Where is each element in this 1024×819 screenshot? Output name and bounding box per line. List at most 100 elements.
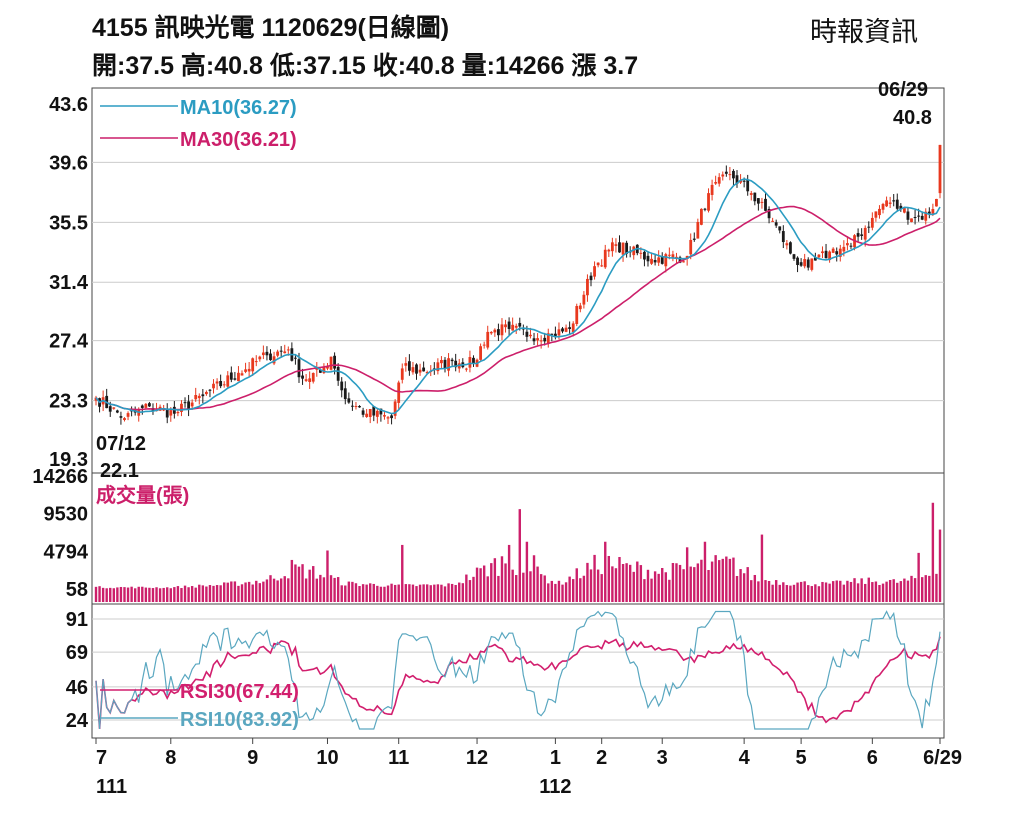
volume-bar	[522, 572, 525, 602]
volume-bar	[212, 585, 215, 602]
candle-body	[197, 395, 201, 399]
volume-bar	[881, 583, 885, 602]
volume-bar	[871, 582, 874, 602]
x-tick-label: 4	[739, 747, 751, 769]
candle-body	[532, 338, 536, 342]
volume-bar	[650, 578, 653, 602]
candle-body	[589, 275, 593, 281]
volume-bar	[276, 580, 279, 602]
candle-body	[340, 381, 344, 391]
candle-body	[646, 255, 650, 262]
volume-bar	[714, 555, 717, 602]
candle-body	[935, 198, 938, 207]
volume-bar	[383, 586, 386, 602]
volume-bar	[215, 585, 219, 602]
volume-bar-series	[94, 502, 942, 602]
candle-body	[500, 324, 504, 336]
candle-body	[621, 242, 625, 255]
candle-body	[813, 257, 817, 261]
candle-body	[756, 198, 760, 204]
candle-body	[318, 370, 322, 373]
volume-bar	[418, 584, 422, 602]
chart-title: 4155 訊映光電 1120629(日線圖)	[92, 14, 450, 42]
candle-body	[187, 401, 190, 410]
volume-bar	[294, 564, 297, 602]
candle-body	[657, 257, 661, 263]
candle-body	[888, 202, 892, 204]
volume-bar	[664, 572, 667, 602]
candle-body	[407, 361, 411, 371]
candle-body	[169, 410, 173, 416]
candle-body	[415, 364, 418, 374]
candle-body	[215, 381, 219, 384]
candle-body	[885, 200, 888, 207]
candle-body	[397, 382, 401, 403]
volume-bar	[205, 586, 208, 602]
candle-body	[927, 211, 931, 214]
volume-bar	[333, 577, 336, 602]
volume-bar	[589, 569, 593, 602]
volume-bar	[828, 583, 831, 602]
volume-bar	[443, 586, 447, 602]
price-tick-label: 43.6	[49, 94, 88, 116]
candle-body	[582, 294, 586, 305]
volume-bar	[190, 586, 194, 602]
volume-bar	[326, 550, 329, 602]
volume-bar	[824, 582, 828, 602]
volume-bar	[771, 584, 774, 602]
candle-body	[333, 355, 336, 369]
candle-body	[874, 211, 878, 218]
candle-body	[521, 328, 525, 330]
price-tick-label: 19.3	[49, 449, 88, 471]
candle-body	[824, 250, 828, 259]
data-source-label: 時報資訊	[810, 17, 918, 47]
candle-body	[785, 243, 789, 246]
candle-body	[322, 367, 326, 374]
volume-bar	[707, 570, 710, 602]
candle-body	[917, 215, 921, 217]
volume-bar	[536, 566, 539, 602]
volume-bar	[917, 552, 920, 602]
gridlines	[92, 161, 944, 721]
volume-bar	[625, 563, 628, 602]
candle-body	[817, 254, 821, 258]
candle-body	[728, 174, 732, 176]
rsi30-legend: RSI30(67.44)	[180, 681, 299, 703]
volume-bar	[408, 584, 411, 602]
candle-body	[546, 333, 550, 344]
volume-bar	[571, 579, 575, 602]
candle-body	[468, 357, 472, 368]
volume-bar	[486, 576, 489, 602]
candle-body	[529, 334, 532, 337]
volume-bar	[297, 566, 301, 602]
volume-bar	[767, 581, 771, 602]
volume-bar	[596, 569, 600, 602]
x-tick-label: 2	[596, 747, 607, 769]
candle-body	[774, 222, 778, 226]
ohlc-summary: 開:37.5 高:40.8 低:37.15 收:40.8 量:14266 漲 3…	[92, 52, 639, 80]
candle-body	[902, 208, 906, 213]
candle-body	[479, 346, 483, 360]
rsi-tick-label: 24	[66, 710, 89, 732]
volume-bar	[860, 578, 863, 602]
candle-body	[126, 413, 130, 417]
candle-body	[464, 368, 468, 370]
candle-body	[482, 344, 486, 346]
volume-bar	[183, 585, 187, 602]
rsi30-line	[95, 636, 941, 730]
volume-bar	[920, 577, 924, 602]
x-tick-label: 9	[247, 747, 258, 769]
volume-bar	[180, 588, 183, 602]
candle-body	[564, 327, 568, 332]
x-tick-label: 7	[96, 747, 107, 769]
candle-body	[724, 171, 728, 174]
candle-body	[244, 369, 247, 372]
volume-bar	[864, 583, 867, 602]
volume-bar	[593, 554, 596, 602]
candle-body	[596, 262, 600, 266]
volume-panel-title: 成交量(張)	[96, 483, 189, 507]
volume-bar	[262, 581, 265, 602]
candle-body	[315, 368, 319, 370]
volume-bar	[479, 568, 482, 602]
candle-body	[386, 417, 390, 419]
